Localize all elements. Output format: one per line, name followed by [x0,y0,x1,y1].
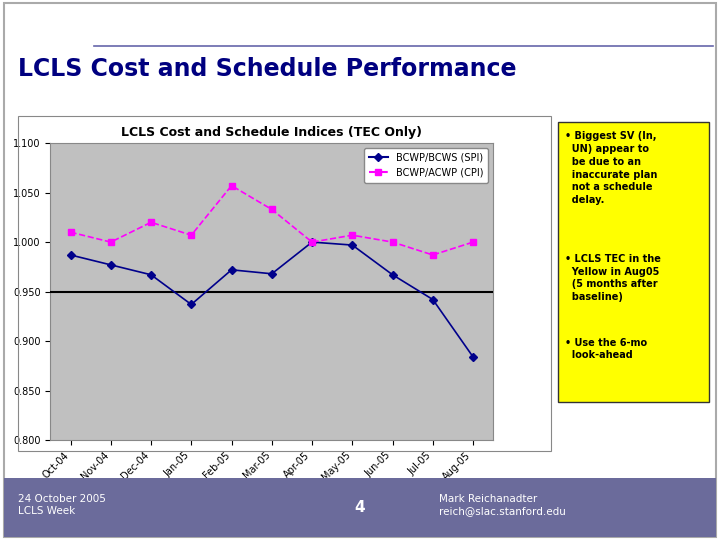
Text: • Biggest SV (In,
  UN) appear to
  be due to an
  inaccurate plan
  not a sched: • Biggest SV (In, UN) appear to be due t… [565,131,657,205]
Legend: BCWP/BCWS (SPI), BCWP/ACWP (CPI): BCWP/BCWS (SPI), BCWP/ACWP (CPI) [364,148,488,183]
Text: 4: 4 [355,500,365,515]
Text: • LCLS TEC in the
  Yellow in Aug05
  (5 months after
  baseline): • LCLS TEC in the Yellow in Aug05 (5 mon… [565,254,661,302]
Title: LCLS Cost and Schedule Indices (TEC Only): LCLS Cost and Schedule Indices (TEC Only… [121,126,423,139]
Text: • Use the 6-mo
  look-ahead: • Use the 6-mo look-ahead [565,338,647,360]
Text: Mark Reichanadter
reich@slac.stanford.edu: Mark Reichanadter reich@slac.stanford.ed… [439,494,566,516]
Text: 24 October 2005
LCLS Week: 24 October 2005 LCLS Week [18,494,106,516]
Text: LCLS Cost and Schedule Performance: LCLS Cost and Schedule Performance [18,57,516,80]
